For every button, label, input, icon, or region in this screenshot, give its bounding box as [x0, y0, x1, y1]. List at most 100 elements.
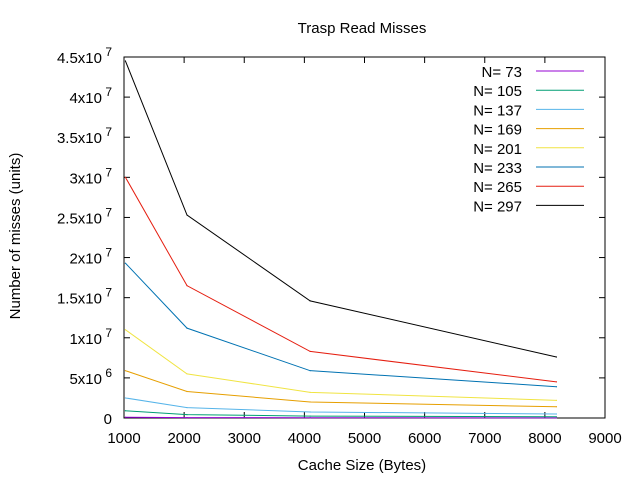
data-point	[186, 390, 188, 393]
y-tick-mantissa: 5x10	[69, 371, 102, 388]
x-tick-label: 7000	[468, 430, 501, 447]
series-group	[124, 262, 558, 388]
x-tick-label: 3000	[228, 430, 261, 447]
data-point	[555, 417, 558, 419]
y-tick-mantissa: 2x10	[69, 251, 102, 268]
x-tick-label: 6000	[408, 430, 441, 447]
data-point	[309, 350, 311, 353]
y-tick-mantissa: 2.5x10	[57, 210, 102, 227]
series-group	[124, 397, 558, 415]
y-tick-mantissa: 1x10	[69, 331, 102, 348]
series-line	[125, 370, 557, 408]
x-tick-label: 8000	[528, 430, 561, 447]
data-point	[124, 329, 127, 331]
data-point	[124, 416, 127, 418]
series-line	[125, 397, 557, 415]
y-tick-label: 0	[104, 411, 112, 428]
series-line	[125, 177, 557, 383]
y-tick-exponent: 7	[102, 125, 112, 139]
data-point	[124, 410, 127, 412]
series-group	[124, 416, 558, 419]
y-tick-label: 3x10 7	[69, 165, 112, 187]
y-tick-label: 3.5x10 7	[57, 125, 112, 147]
y-tick-label: 4x10 7	[69, 85, 112, 107]
series-layer	[124, 60, 558, 419]
data-point	[186, 327, 188, 329]
legend-label: N= 105	[473, 83, 522, 100]
y-tick-exponent: 7	[102, 165, 112, 179]
legend-label: N= 297	[473, 198, 522, 215]
data-point	[124, 370, 127, 372]
y-tick-exponent: 7	[102, 286, 112, 300]
axes-ticks: 1000 2000 3000 4000 5000 6000 7000 8000 9000 0 5x1…	[57, 45, 622, 447]
data-point	[124, 176, 127, 178]
legend-label: N= 201	[473, 141, 522, 158]
y-tick-mantissa: 4.5x10	[57, 50, 102, 67]
legend-label: N= 233	[473, 160, 522, 177]
y-tick-label: 1x10 7	[69, 326, 112, 348]
data-point	[124, 262, 127, 264]
y-tick-label: 4.5x10 7	[57, 45, 112, 67]
data-point	[309, 370, 311, 372]
data-point	[309, 417, 311, 419]
series-group	[124, 176, 558, 383]
y-tick-mantissa: 4x10	[69, 90, 102, 107]
x-tick-label: 4000	[288, 430, 321, 447]
data-point	[309, 411, 311, 413]
series-group	[124, 370, 558, 408]
legend-label: N= 169	[473, 122, 522, 139]
series-line	[125, 262, 557, 388]
chart-title: Trasp Read Misses	[298, 20, 427, 37]
data-point	[555, 416, 558, 418]
data-point	[555, 413, 558, 415]
data-point	[186, 414, 188, 416]
data-point	[309, 391, 311, 393]
y-tick-exponent: 7	[102, 246, 112, 260]
data-point	[186, 214, 188, 216]
data-point	[186, 373, 188, 375]
y-tick-mantissa: 3.5x10	[57, 130, 102, 147]
y-tick-exponent: 7	[102, 85, 112, 99]
data-point	[309, 415, 311, 417]
data-point	[555, 406, 558, 408]
legend-label: N= 73	[482, 64, 522, 81]
x-tick-label: 2000	[167, 430, 200, 447]
data-point	[555, 381, 558, 383]
data-point	[555, 356, 558, 358]
x-axis-label: Cache Size (Bytes)	[298, 457, 426, 474]
series-group	[124, 410, 558, 418]
y-axis-label: Number of misses (units)	[7, 153, 24, 320]
legend-label: N= 265	[473, 179, 522, 196]
series-group	[124, 60, 558, 358]
y-tick-label: 1.5x10 7	[57, 286, 112, 308]
y-tick-label: 2.5x10 7	[57, 205, 112, 227]
series-line	[124, 60, 557, 358]
data-point	[555, 399, 558, 401]
y-tick-exponent: 6	[102, 366, 112, 380]
series-line	[125, 329, 557, 401]
y-tick-mantissa: 3x10	[69, 170, 102, 187]
data-point	[309, 300, 311, 302]
x-tick-label: 5000	[348, 430, 381, 447]
x-tick-label: 1000	[107, 430, 140, 447]
y-tick-exponent: 7	[102, 205, 112, 219]
data-point	[186, 416, 188, 419]
y-tick-exponent: 7	[102, 326, 112, 340]
data-point	[124, 60, 127, 62]
series-group	[124, 329, 558, 401]
data-point	[186, 406, 188, 409]
legend-label: N= 137	[473, 102, 522, 119]
x-tick-label: 9000	[588, 430, 621, 447]
y-tick-mantissa: 1.5x10	[57, 291, 102, 308]
data-point	[124, 397, 127, 399]
y-tick-label: 5x10 6	[69, 366, 112, 388]
series-line	[125, 410, 557, 418]
data-point	[186, 285, 188, 287]
plot-frame	[123, 56, 606, 419]
series-line	[125, 416, 557, 419]
legend: N= 73 N= 105 N= 137 N= 169 N= 201 N= 233 N= 26…	[473, 64, 584, 215]
data-point	[309, 401, 311, 403]
y-tick-label: 2x10 7	[69, 246, 112, 268]
y-tick-exponent: 7	[102, 45, 112, 59]
